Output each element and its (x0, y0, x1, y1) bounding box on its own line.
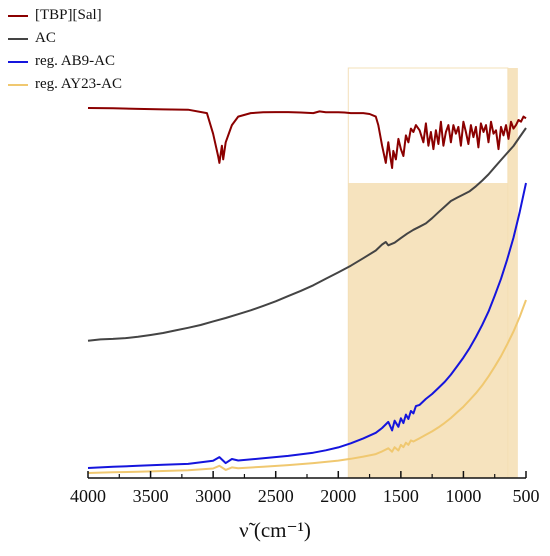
legend: [TBP][Sal] AC reg. AB9-AC reg. AY23-AC (8, 4, 122, 96)
legend-swatch (8, 60, 28, 63)
legend-swatch (8, 37, 28, 40)
legend-label: AC (35, 30, 56, 46)
highlight-band (348, 183, 508, 478)
x-tick-label: 1000 (445, 486, 481, 506)
x-tick-label: 1500 (383, 486, 419, 506)
series-layer (87, 107, 527, 474)
x-tick-label: 3000 (195, 486, 231, 506)
x-tick-label: 2500 (258, 486, 294, 506)
series-line (87, 299, 527, 474)
x-tick-label: 2000 (320, 486, 356, 506)
legend-item: reg. AB9-AC (8, 50, 122, 73)
x-axis-label: ν̃ (cm⁻¹) (239, 518, 311, 542)
legend-label: [TBP][Sal] (35, 7, 102, 23)
legend-swatch (8, 83, 28, 86)
legend-swatch (8, 14, 28, 17)
series-line (87, 127, 527, 342)
series-line (87, 107, 527, 169)
legend-item: reg. AY23-AC (8, 73, 122, 96)
legend-item: AC (8, 27, 122, 50)
legend-label: reg. AB9-AC (35, 53, 115, 69)
highlight-band (507, 68, 518, 478)
series-line (87, 182, 527, 469)
legend-label: reg. AY23-AC (35, 76, 122, 92)
x-tick-label: 3500 (133, 486, 169, 506)
x-tick-label: 500 (513, 486, 540, 506)
x-axis: 4000 3500 3000 2500 2000 1500 1000 500 (70, 471, 540, 506)
x-tick-label: 4000 (70, 486, 106, 506)
legend-item: [TBP][Sal] (8, 4, 122, 27)
